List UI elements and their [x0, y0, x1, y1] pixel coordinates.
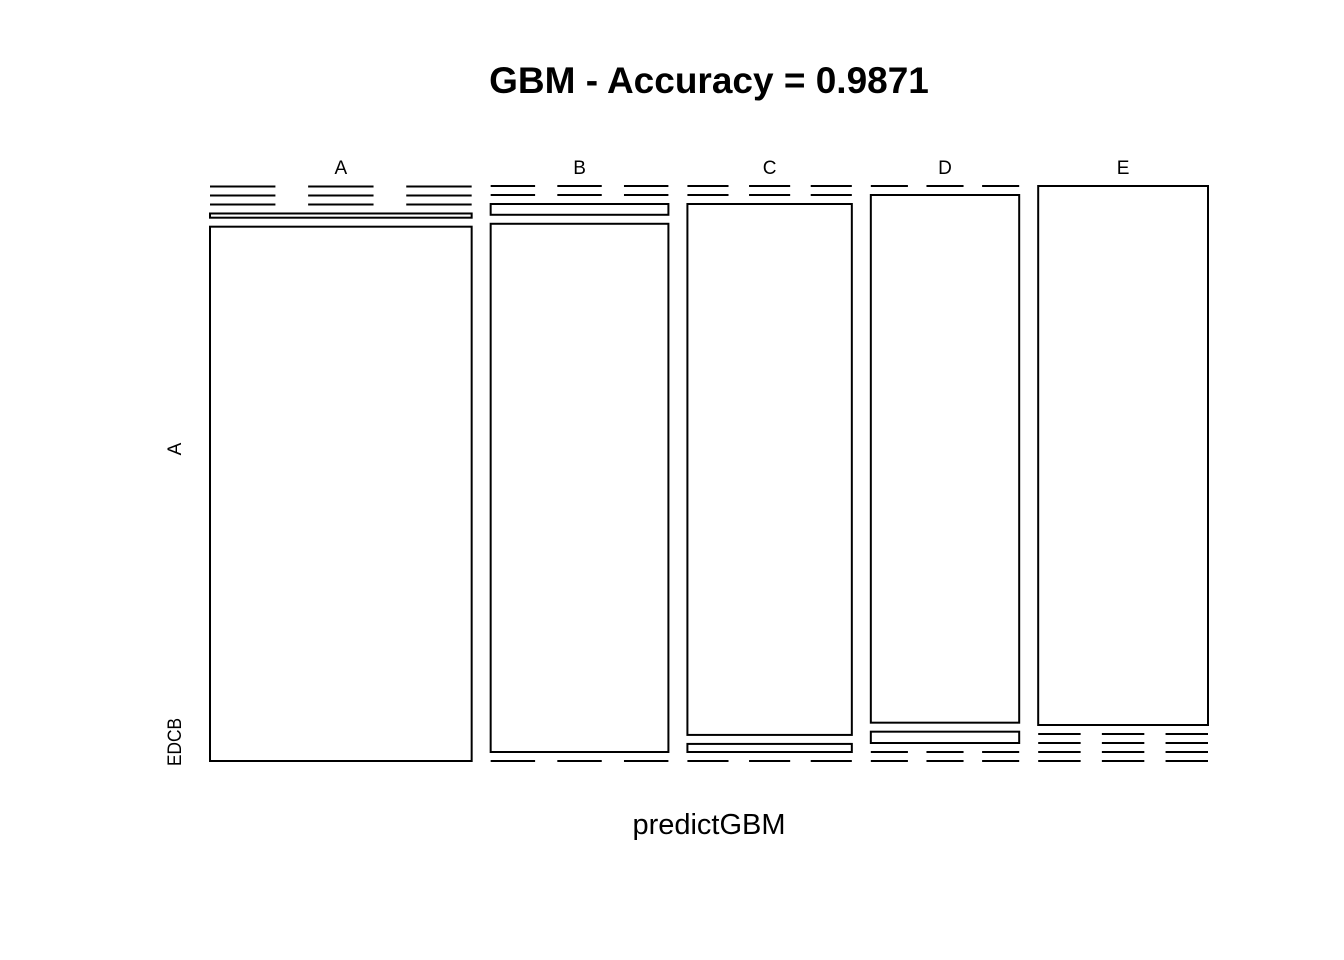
- x-tick-label-b: B: [573, 158, 586, 179]
- mosaic-cell-b-b: [489, 222, 670, 753]
- x-tick-label-c: C: [763, 158, 777, 179]
- mosaic-cell-a-a: [209, 225, 473, 763]
- chart-title: GBM - Accuracy = 0.9871: [489, 60, 929, 101]
- mosaic-cell-d-c: [869, 730, 1021, 745]
- mosaic-cell-d-d: [869, 194, 1021, 724]
- x-tick-label-a: A: [334, 158, 347, 179]
- mosaic-cell-c-b: [686, 742, 853, 753]
- mosaic-cell-b-c: [489, 203, 670, 216]
- y-tick-label-edcb: EDCB: [165, 718, 186, 766]
- mosaic-cell-a-b: [209, 212, 473, 219]
- x-tick-labels: A B C D E: [334, 158, 1129, 179]
- y-tick-label-a: A: [165, 442, 186, 455]
- x-axis-label: predictGBM: [632, 809, 785, 841]
- mosaic-cell-e-e: [1037, 185, 1210, 726]
- x-tick-label-e: E: [1117, 158, 1130, 179]
- mosaic-cell-c-c: [686, 203, 853, 736]
- mosaic-tiles: [209, 185, 1210, 763]
- x-tick-label-d: D: [938, 158, 952, 179]
